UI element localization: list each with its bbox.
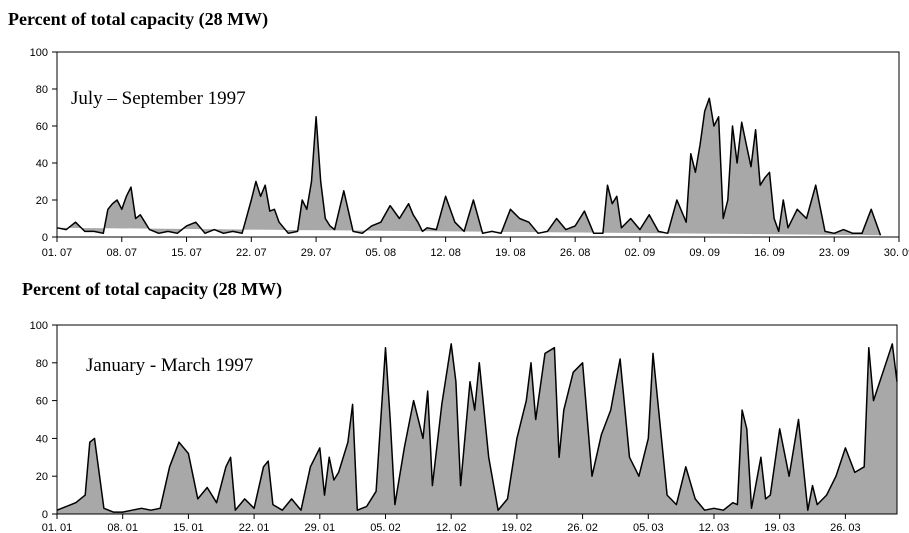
chart-title-top: Percent of total capacity (28 MW)	[8, 9, 269, 29]
x-tick-label-bottom-7: 19. 02	[502, 522, 533, 533]
x-tick-label-bottom-4: 29. 01	[304, 522, 335, 533]
plot-frame-top	[56, 51, 900, 238]
x-tick-label-top-4: 29. 07	[301, 247, 332, 259]
x-tick-label-bottom-6: 12. 02	[436, 522, 467, 533]
y-tick-label-top-80: 80	[36, 84, 48, 96]
series-line-bottom	[56, 343, 898, 513]
x-tick-label-top-7: 19. 08	[495, 247, 526, 259]
x-tick-label-top-2: 15. 07	[171, 247, 202, 259]
series-area-top	[57, 98, 881, 236]
y-tick-label-top-100: 100	[30, 47, 48, 59]
x-tick-label-top-3: 22. 07	[236, 247, 267, 259]
x-tick-label-top-11: 16. 09	[754, 247, 785, 259]
x-tick-label-top-10: 09. 09	[689, 247, 720, 259]
x-tick-label-bottom-12: 26. 03	[830, 522, 861, 533]
y-tick-label-bottom-0: 0	[42, 509, 48, 521]
x-tick-label-top-6: 12. 08	[430, 247, 461, 259]
x-tick-label-top-9: 02. 09	[625, 247, 656, 259]
x-tick-label-bottom-2: 15. 01	[173, 522, 204, 533]
y-tick-label-bottom-100: 100	[30, 320, 48, 332]
y-tick-label-top-40: 40	[36, 158, 48, 170]
x-tick-label-top-12: 23. 09	[819, 247, 850, 259]
x-tick-label-top-8: 26. 08	[560, 247, 591, 259]
y-tick-label-bottom-20: 20	[36, 471, 48, 483]
plot-frame-bottom	[56, 324, 898, 515]
y-tick-label-top-60: 60	[36, 121, 48, 133]
chart-title-bottom: Percent of total capacity (28 MW)	[22, 279, 283, 299]
x-tick-label-bottom-8: 26. 02	[567, 522, 598, 533]
x-tick-label-bottom-3: 22. 01	[239, 522, 270, 533]
period-annotation-bottom: January - March 1997	[86, 355, 253, 376]
x-tick-label-bottom-0: 01. 01	[42, 522, 73, 533]
y-tick-label-bottom-40: 40	[36, 433, 48, 445]
x-tick-label-bottom-10: 12. 03	[699, 522, 730, 533]
x-tick-label-top-0: 01. 07	[42, 247, 73, 259]
y-tick-label-bottom-60: 60	[36, 396, 48, 408]
y-tick-label-top-20: 20	[36, 195, 48, 207]
x-tick-label-bottom-9: 05. 03	[633, 522, 664, 533]
x-tick-label-bottom-11: 19. 03	[764, 522, 795, 533]
x-tick-label-top-5: 05. 08	[366, 247, 397, 259]
y-tick-label-bottom-80: 80	[36, 358, 48, 370]
period-annotation-top: July – September 1997	[71, 88, 246, 109]
x-tick-label-top-1: 08. 07	[106, 247, 137, 259]
y-tick-label-top-0: 0	[42, 232, 48, 244]
x-tick-label-bottom-5: 05. 02	[370, 522, 401, 533]
series-line-top	[56, 97, 882, 236]
x-tick-label-bottom-1: 08. 01	[107, 522, 138, 533]
x-tick-label-top-13: 30. 09	[884, 247, 909, 259]
